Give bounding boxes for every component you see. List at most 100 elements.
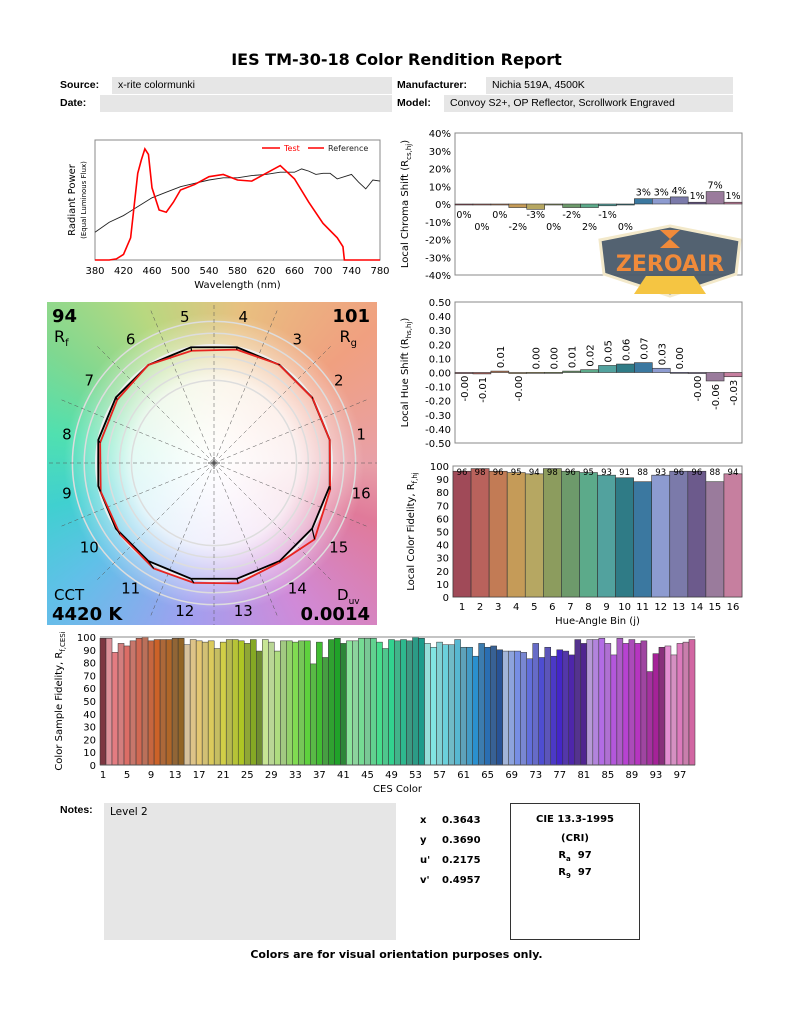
ces-bar-83: [592, 639, 600, 766]
y-tick-label: 100: [430, 462, 449, 473]
x-axis-label: Wavelength (nm): [194, 280, 280, 291]
x-tick-label: 65: [481, 770, 494, 781]
bin-number-label: 14: [288, 580, 307, 598]
shift-arrow: [147, 560, 155, 569]
y-tick-label: 0: [90, 761, 96, 772]
x-tick-label: 580: [228, 266, 247, 277]
bar-bin-9: [598, 203, 617, 207]
bar-label: -1%: [598, 210, 617, 221]
source-label: Source:: [60, 79, 100, 91]
rf-label: Rf: [54, 327, 69, 349]
x-tick-label: 33: [289, 770, 302, 781]
x-tick-label: 500: [171, 266, 190, 277]
bar-bin-7: [562, 203, 581, 208]
duv-label: Duv: [337, 586, 360, 607]
bar-label: -0.00: [460, 376, 471, 402]
ces-bar-44: [358, 638, 365, 766]
ces-bar-57: [436, 641, 443, 766]
bin-number-label: 2: [334, 372, 344, 390]
ces-bar-30: [274, 650, 281, 766]
x-tick-label: 29: [265, 770, 278, 781]
r9-sub: 9: [565, 872, 571, 880]
ces-bar-27: [256, 650, 263, 766]
ces-bar-21: [219, 641, 227, 766]
ces-bar-59: [448, 644, 455, 766]
ces-bar-3: [111, 652, 119, 766]
reference-ring: [95, 344, 333, 582]
shift-arrow: [115, 397, 118, 401]
shift-arrow: [236, 578, 239, 584]
spectrum-chart: 380 420 460 500 540 580 620 660 700 740 780 Wavelen…: [67, 139, 390, 291]
x-tick-label: 11: [636, 602, 649, 613]
bar-bin-2: [472, 203, 492, 206]
y-tick-label: 10: [436, 580, 449, 591]
r9-value: 97: [577, 867, 592, 878]
x-tick-label: 25: [241, 770, 254, 781]
series-test: [95, 147, 380, 261]
x-tick-label: 8: [585, 602, 591, 613]
legend-reference: Reference: [328, 144, 368, 153]
y-tick-label: -10%: [425, 218, 451, 229]
x-tick-label: 9: [148, 770, 154, 781]
x-tick-label: 540: [199, 266, 218, 277]
ces-bar-60: [454, 639, 461, 766]
x-tick-label: 780: [370, 266, 389, 277]
x-tick-label: 21: [217, 770, 230, 781]
ces-bar-87: [616, 638, 624, 766]
bin-number-label: 8: [62, 426, 72, 444]
ces-bar-80: [574, 639, 582, 766]
ces-bar-42: [346, 640, 353, 766]
ces-bar-33: [292, 641, 299, 766]
bar-value-label: 93: [601, 468, 612, 478]
bar-bin-11: [633, 481, 652, 598]
shift-arrow: [311, 397, 314, 399]
ces-bar-66: [490, 645, 497, 766]
ces-bar-10: [153, 639, 161, 766]
ces-bar-6: [129, 640, 137, 766]
bar-bin-9: [597, 474, 616, 598]
y-tick-label: 0%: [435, 200, 451, 211]
bar-value-label: 94: [728, 468, 739, 478]
bar-value-label: 95: [511, 468, 522, 478]
watermark-text: ZEROAIR: [616, 252, 724, 277]
bar-label: -2%: [562, 210, 581, 221]
x-tick-label: 49: [385, 770, 398, 781]
x-tick-label: 700: [313, 266, 332, 277]
bar-label: 0.06: [621, 339, 632, 361]
row-value: 0.3690: [442, 835, 481, 846]
ces-bar-82: [586, 639, 594, 766]
r9-label: R: [558, 867, 566, 878]
x-tick-label: 53: [409, 770, 422, 781]
y-tick-label: 100: [77, 633, 96, 644]
bar-value-label: 88: [637, 468, 648, 478]
ces-bar-31: [280, 640, 287, 766]
bar-label: 0.05: [603, 340, 614, 362]
zeroair-watermark-logo: ZEROAIR: [598, 224, 742, 298]
x-tick-label: 10: [618, 602, 631, 613]
hue-shift-chart: 0.500.400.300.200.100.00-0.10-0.20-0.30-…: [400, 298, 743, 450]
bar-label: 4%: [672, 186, 687, 197]
y-axis-label: Local Color Fidelity, Rf,hj: [406, 472, 419, 591]
ces-bar-1: [99, 638, 107, 766]
ces-bar-72: [526, 658, 533, 766]
bar-label: 0%: [546, 222, 561, 233]
bar-bin-10: [615, 477, 634, 598]
bar-bin-14: [687, 372, 707, 374]
x-tick-label: 740: [342, 266, 361, 277]
ces-bar-37: [316, 641, 323, 766]
bar-label: 3%: [654, 188, 669, 199]
source-field: x-rite colormunki: [112, 77, 392, 94]
ces-bar-84: [598, 638, 606, 766]
x-tick-label: 1: [100, 770, 106, 781]
ces-bar-16: [189, 639, 197, 766]
y-tick-label: 0.00: [429, 369, 451, 380]
bar-bin-15: [705, 481, 725, 598]
bin-number-label: 16: [352, 484, 371, 502]
x-axis-label: Hue-Angle Bin (j): [555, 616, 640, 627]
y-tick-label: 10: [83, 748, 96, 759]
y-tick-label: -0.50: [425, 439, 451, 450]
ces-bar-89: [628, 639, 636, 766]
chromaticity-table: x 0.3643 y 0.3690 u' 0.2175 v' 0.4957: [420, 815, 500, 895]
ces-bar-94: [658, 646, 666, 766]
